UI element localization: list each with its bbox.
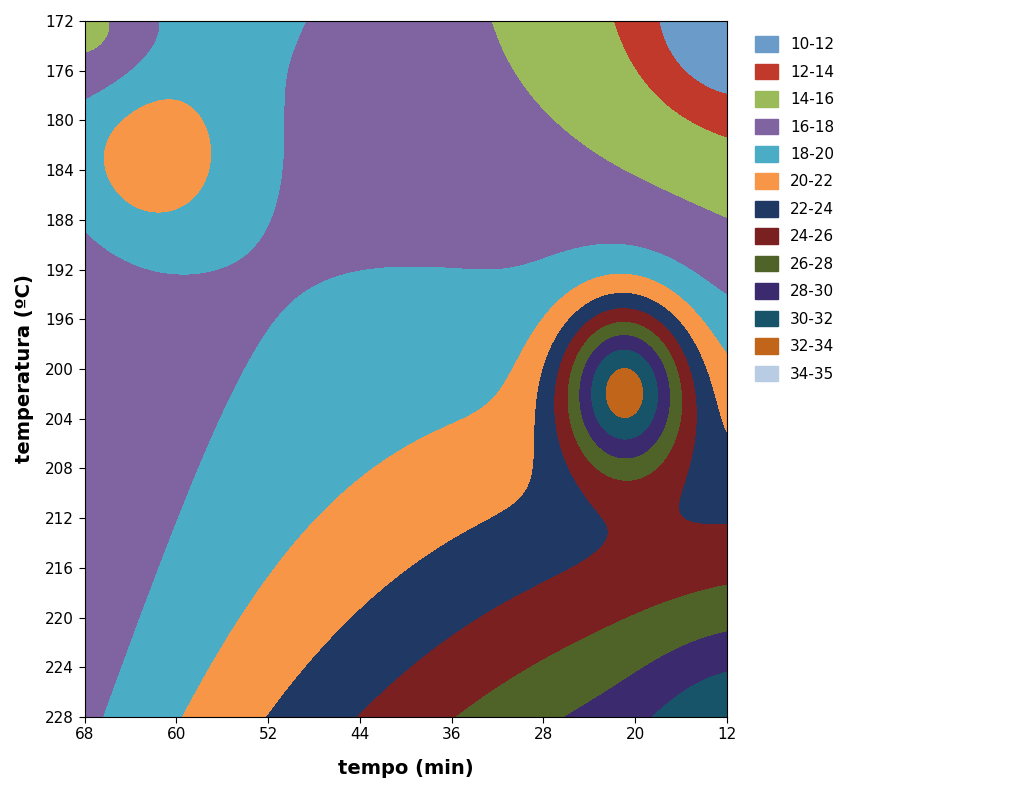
Y-axis label: temperatura (ºC): temperatura (ºC) [15,274,34,463]
X-axis label: tempo (min): tempo (min) [338,759,474,778]
Legend: 10-12, 12-14, 14-16, 16-18, 18-20, 20-22, 22-24, 24-26, 26-28, 28-30, 30-32, 32-: 10-12, 12-14, 14-16, 16-18, 18-20, 20-22… [748,29,842,389]
